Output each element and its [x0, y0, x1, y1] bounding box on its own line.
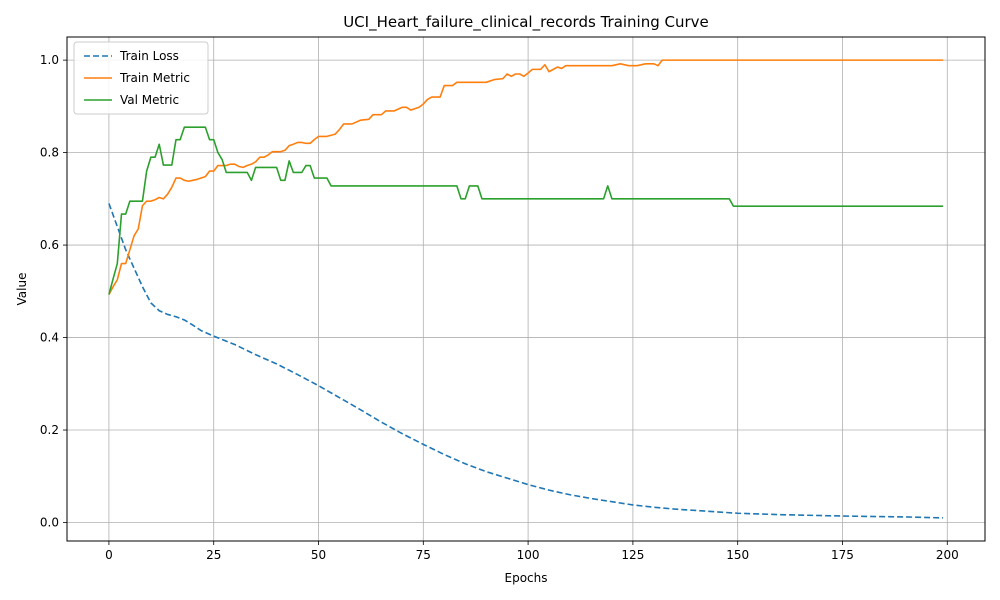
- x-tick-label: 25: [206, 548, 221, 562]
- y-axis-title: Value: [15, 273, 29, 306]
- x-tick-label: 125: [621, 548, 644, 562]
- axis-ticks: 0 25 50 75 100 125 150 175 200 0.0 0.2 0.4 0.6 0.8 1.0: [40, 53, 959, 562]
- series-line-val-metric: [108, 126, 944, 295]
- series-line-train-loss: [108, 203, 944, 519]
- series-line-train-metric: [108, 59, 944, 295]
- x-tick-label: 100: [517, 548, 540, 562]
- y-tick-label: 0.0: [40, 516, 59, 530]
- plot-frame: [66, 36, 986, 542]
- x-tick-label: 200: [936, 548, 959, 562]
- legend-label-train-metric: Train Metric: [119, 71, 190, 85]
- chart-title: UCI_Heart_failure_clinical_records Train…: [343, 13, 709, 32]
- x-tick-label: 150: [726, 548, 749, 562]
- grid: [67, 37, 985, 541]
- x-tick-label: 50: [311, 548, 326, 562]
- series-lines: [108, 59, 944, 519]
- legend-label-train-loss: Train Loss: [119, 49, 179, 63]
- legend-box: [73, 41, 209, 115]
- x-tick-label: 0: [105, 548, 113, 562]
- legend: Train Loss Train Metric Val Metric: [73, 41, 209, 115]
- x-tick-label: 175: [831, 548, 854, 562]
- y-tick-label: 1.0: [40, 53, 59, 67]
- y-tick-label: 0.6: [40, 238, 59, 252]
- x-axis-title: Epochs: [505, 571, 548, 585]
- y-tick-label: 0.4: [40, 331, 59, 345]
- x-tick-label: 75: [416, 548, 431, 562]
- y-tick-label: 0.8: [40, 146, 59, 160]
- legend-label-val-metric: Val Metric: [120, 93, 179, 107]
- y-tick-label: 0.2: [40, 423, 59, 437]
